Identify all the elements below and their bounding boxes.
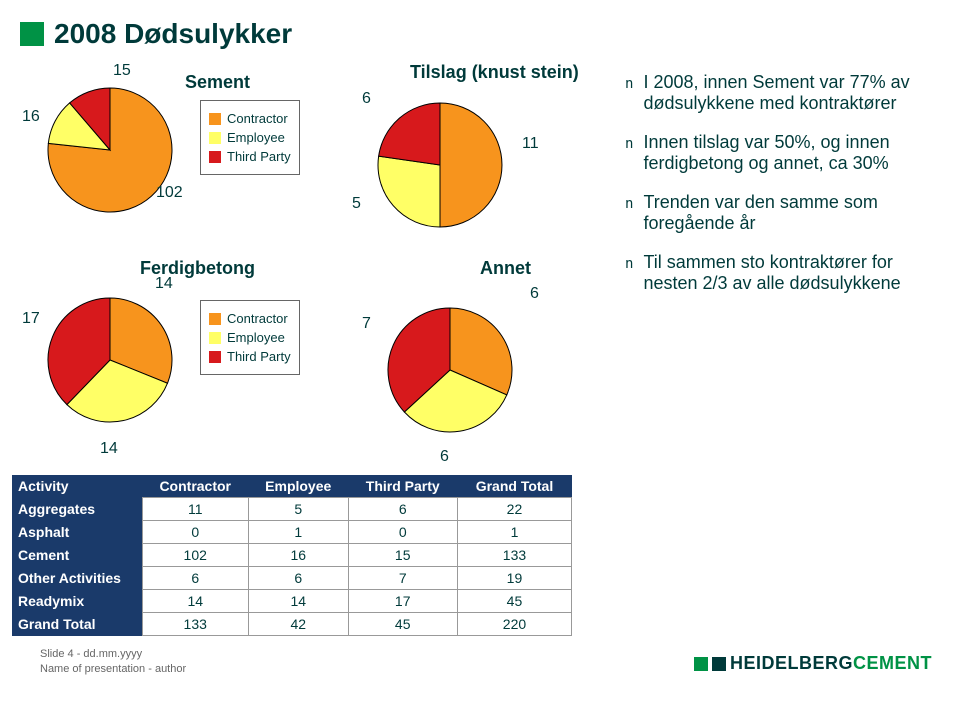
legend-swatch-icon [209,351,221,363]
bullet-item: Innen tilslag var 50%, og innen ferdigbe… [625,132,945,174]
pie-heading-annet: Annet [480,258,531,279]
bullet-item: Trenden var den samme som foregående år [625,192,945,234]
legend-ferdigbetong: Contractor Employee Third Party [200,300,300,375]
table-header: Employee [248,475,348,498]
legend-sement: Contractor Employee Third Party [200,100,300,175]
pie-tilslag-label-l: 5 [352,195,361,213]
table-header: Activity [12,475,142,498]
table-cell: 17 [348,590,457,613]
slide-title: 2008 Dødsulykker [0,0,960,50]
table-row: Grand Total1334245220 [12,613,572,636]
pie-chart-icon [40,290,180,430]
legend-swatch-icon [209,113,221,125]
logo-part2: CEMENT [853,653,932,673]
logo-square-icon [694,657,708,671]
pie-annet-label-b: 6 [440,448,449,466]
table-header: Grand Total [457,475,571,498]
pie-annet-label-tr: 6 [530,285,539,303]
table-cell: 102 [142,544,248,567]
table-cell: 11 [142,498,248,521]
table-cell: 14 [142,590,248,613]
table-rowhead: Other Activities [12,567,142,590]
table-header: Third Party [348,475,457,498]
table-rowhead: Asphalt [12,521,142,544]
legend-label: Contractor [227,111,288,126]
table-header: Contractor [142,475,248,498]
pie-tilslag-label-r: 11 [522,135,539,153]
logo-part1: HEIDELBERG [730,653,853,673]
bullet-item: Til sammen sto kontraktører for nesten 2… [625,252,945,294]
table-rowhead: Cement [12,544,142,567]
title-text: 2008 Dødsulykker [54,18,292,50]
table-row: Aggregates115622 [12,498,572,521]
title-square-icon [20,22,44,46]
table-cell: 16 [248,544,348,567]
legend-swatch-icon [209,132,221,144]
table-cell: 45 [348,613,457,636]
table-cell: 6 [142,567,248,590]
pie-annet-label-l: 7 [362,315,371,333]
pie-chart-icon [380,300,520,440]
bullet-item: I 2008, innen Sement var 77% av dødsulyk… [625,72,945,114]
table-rowhead: Grand Total [12,613,142,636]
table-cell: 0 [142,521,248,544]
data-table: ActivityContractorEmployeeThird PartyGra… [12,475,572,636]
table-cell: 22 [457,498,571,521]
pie-sement-label-l: 16 [22,108,40,126]
footer-line2: Name of presentation - author [40,662,186,676]
footer-meta: Slide 4 - dd.mm.yyyy Name of presentatio… [40,647,186,676]
heidelberg-logo: HEIDELBERGCEMENT [694,653,932,674]
table-cell: 45 [457,590,571,613]
pie-ferdig-label-t: 14 [155,275,173,293]
legend-label: Employee [227,330,285,345]
legend-label: Employee [227,130,285,145]
legend-label: Third Party [227,149,291,164]
table-cell: 5 [248,498,348,521]
pie-ferdig-label-l: 17 [22,310,40,328]
pie-heading-sement: Sement [185,72,250,93]
pie-tilslag-label-tl: 6 [362,90,371,108]
footer-line1: Slide 4 - dd.mm.yyyy [40,647,186,661]
table-cell: 14 [248,590,348,613]
table-rowhead: Readymix [12,590,142,613]
table-cell: 19 [457,567,571,590]
table-cell: 6 [248,567,348,590]
table-cell: 7 [348,567,457,590]
table-row: Readymix14141745 [12,590,572,613]
table-cell: 15 [348,544,457,567]
table-rowhead: Aggregates [12,498,142,521]
table-row: Asphalt0101 [12,521,572,544]
legend-swatch-icon [209,332,221,344]
table-cell: 1 [457,521,571,544]
legend-label: Third Party [227,349,291,364]
legend-swatch-icon [209,151,221,163]
table-cell: 42 [248,613,348,636]
table-cell: 0 [348,521,457,544]
table-cell: 220 [457,613,571,636]
pie-sement [40,80,180,225]
bullet-list: I 2008, innen Sement var 77% av dødsulyk… [625,72,945,312]
table-cell: 6 [348,498,457,521]
pie-tilslag [370,95,510,240]
table-row: Other Activities66719 [12,567,572,590]
table-row: Cement1021615133 [12,544,572,567]
legend-label: Contractor [227,311,288,326]
legend-swatch-icon [209,313,221,325]
pie-sement-label-r: 102 [156,184,183,202]
pie-heading-tilslag: Tilslag (knust stein) [410,62,579,83]
table-cell: 133 [457,544,571,567]
pie-sement-label-tl: 15 [113,62,131,80]
table-cell: 1 [248,521,348,544]
pie-annet [380,300,520,445]
table-cell: 133 [142,613,248,636]
pie-ferdig-label-b: 14 [100,440,118,458]
pie-ferdigbetong [40,290,180,435]
logo-square-icon [712,657,726,671]
pie-chart-icon [370,95,510,235]
